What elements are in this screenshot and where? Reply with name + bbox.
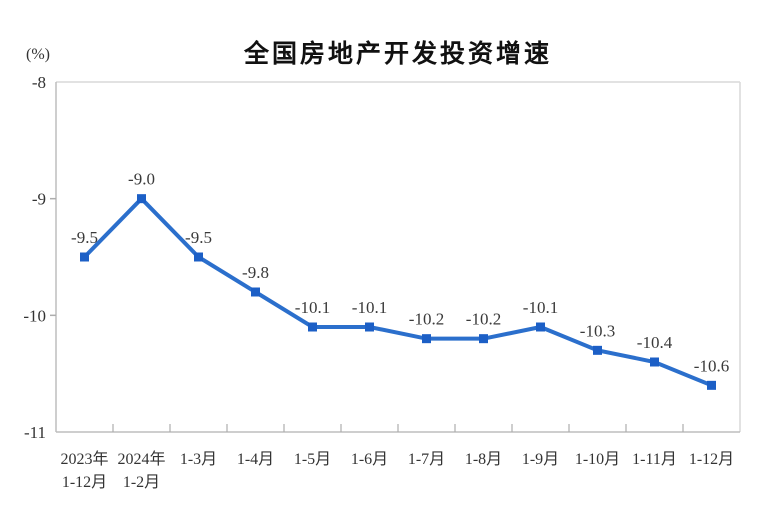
y-axis-unit-label: (%) bbox=[26, 46, 50, 63]
data-label: -10.2 bbox=[466, 310, 501, 329]
data-label: -10.1 bbox=[295, 298, 330, 317]
x-tick-label: 2024年 1-2月 bbox=[117, 450, 165, 491]
data-label: -10.1 bbox=[352, 298, 387, 317]
x-tick-label: 1-5月 bbox=[294, 451, 331, 468]
data-label: -9.8 bbox=[242, 263, 269, 282]
x-tick-label: 1-12月 bbox=[689, 451, 734, 468]
x-tick-label: 1-3月 bbox=[180, 451, 217, 468]
data-label: -10.3 bbox=[580, 321, 615, 340]
data-point-marker bbox=[251, 287, 260, 297]
data-point-marker bbox=[365, 322, 374, 332]
data-label: -10.2 bbox=[409, 310, 444, 329]
data-label: -10.6 bbox=[694, 356, 729, 375]
data-label: -9.5 bbox=[71, 228, 98, 247]
x-tick-label: 1-9月 bbox=[522, 451, 559, 468]
series-line bbox=[83, 195, 713, 388]
x-tick-label: 1-7月 bbox=[408, 451, 445, 468]
data-point-marker bbox=[308, 322, 317, 332]
data-point-marker bbox=[650, 357, 659, 367]
y-tick-label: -9 bbox=[32, 190, 46, 209]
data-label: -9.5 bbox=[185, 228, 212, 247]
y-tick-label: -11 bbox=[24, 423, 46, 442]
data-point-marker bbox=[536, 322, 545, 332]
y-tick-label: -10 bbox=[23, 306, 46, 325]
data-label: -10.1 bbox=[523, 298, 558, 317]
x-tick-label: 1-11月 bbox=[632, 451, 677, 468]
data-point-marker bbox=[194, 252, 203, 262]
y-tick-label: -8 bbox=[32, 73, 46, 92]
x-tick-label: 1-4月 bbox=[237, 451, 274, 468]
x-tick-label: 1-6月 bbox=[351, 451, 388, 468]
data-point-marker bbox=[479, 334, 488, 344]
data-label: -10.4 bbox=[637, 333, 673, 352]
data-point-marker bbox=[80, 252, 89, 262]
data-point-marker bbox=[593, 345, 602, 355]
x-tick-label: 1-10月 bbox=[575, 451, 620, 468]
x-tick-label: 2023年 1-12月 bbox=[60, 450, 108, 491]
data-point-marker bbox=[422, 334, 431, 344]
chart-title: 全国房地产开发投资增速 bbox=[243, 40, 552, 68]
data-label: -9.0 bbox=[128, 170, 155, 189]
x-tick-label: 1-8月 bbox=[465, 451, 502, 468]
data-point-marker bbox=[707, 380, 716, 390]
data-point-marker bbox=[137, 194, 146, 204]
